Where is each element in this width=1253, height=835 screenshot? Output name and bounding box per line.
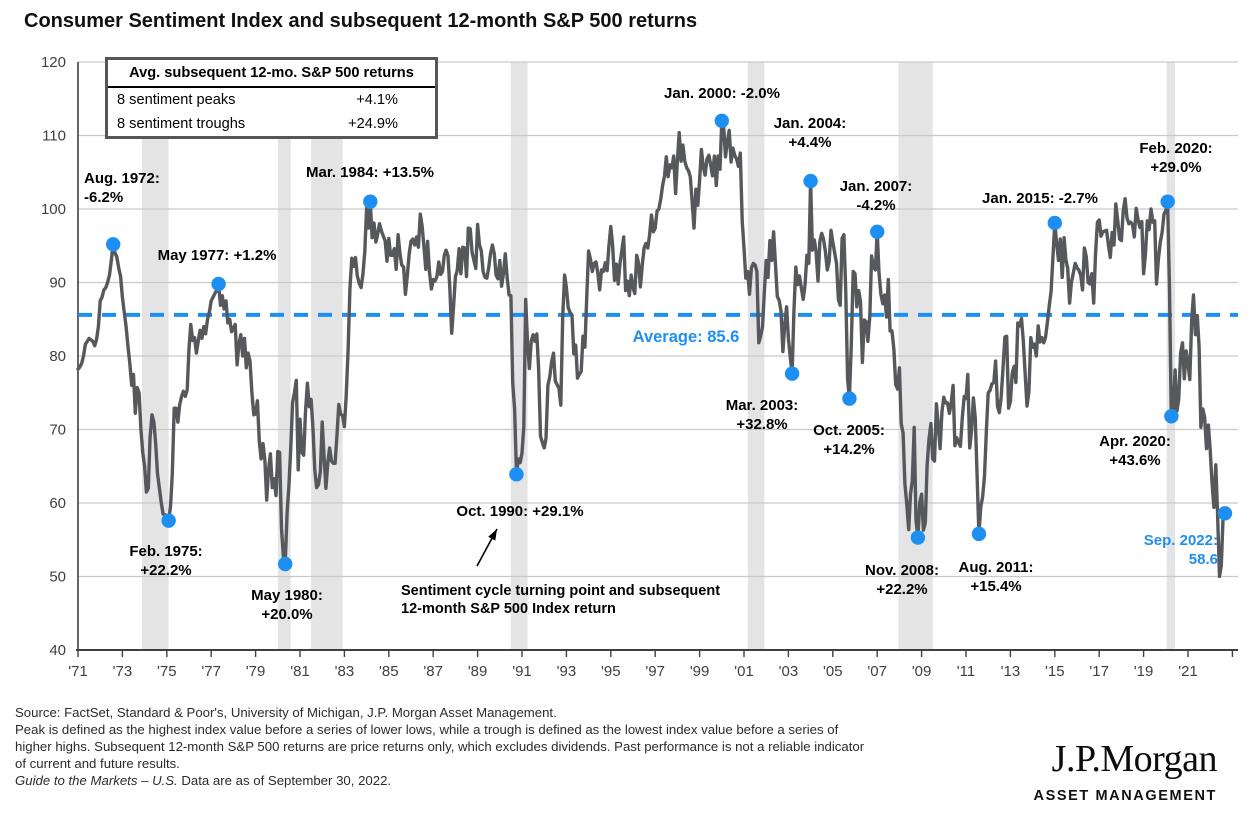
footnote-line-1: Source: FactSet, Standard & Poor's, Univ…	[15, 705, 557, 720]
y-axis-label: 90	[49, 275, 66, 292]
footnote-line-2: Peak is defined as the highest index val…	[15, 722, 839, 737]
data-as-of-label: Data are as of September 30, 2022.	[177, 773, 392, 788]
turning-point-dot-sep-2022	[1217, 506, 1233, 521]
footnote-line-4: of current and future results.	[15, 756, 180, 771]
x-axis-label: '11	[957, 663, 975, 680]
legend-row-troughs: 8 sentiment troughs +24.9%	[108, 112, 435, 136]
sentiment-chart: 120 110 100 90 80 70 60 50 40'71 '73 '75 '77 '79 '81 '…	[41, 54, 1238, 680]
turning-point-dot-feb-2020	[1160, 194, 1175, 209]
legend-row-troughs-value: +24.9%	[348, 116, 398, 132]
turning-point-dot-jan-2004	[803, 173, 818, 189]
x-axis-label: '07	[867, 663, 887, 680]
jpmorgan-wordmark: J.P.Morgan	[1051, 738, 1218, 780]
guide-to-markets-label: Guide to the Markets – U.S.	[15, 773, 178, 788]
x-axis-label: '73	[113, 663, 133, 680]
x-axis-label: '97	[645, 663, 665, 680]
y-axis-label: 120	[41, 54, 66, 71]
turning-point-dot-nov-2008	[910, 530, 926, 545]
footnote-line-5: Guide to the Markets – U.S. Data are as …	[15, 772, 864, 789]
y-axis-label: 50	[49, 569, 66, 586]
x-axis-label: '75	[157, 663, 177, 680]
y-axis-label: 100	[41, 201, 66, 218]
annotation-jan-2000: Jan. 2000: -2.0%	[664, 85, 780, 102]
turning-point-dot-jan-2015	[1047, 215, 1063, 231]
source-footnote: Source: FactSet, Standard & Poor's, Univ…	[15, 704, 864, 789]
annotation-jan-2007: Jan. 2007: -4.2%	[840, 178, 913, 214]
y-axis-label: 60	[49, 495, 66, 512]
x-axis-label: '17	[1089, 663, 1109, 680]
x-axis-label: '21	[1178, 663, 1198, 680]
turning-point-dot-may-1980	[278, 556, 293, 572]
annotation-sep-2022: Sep. 2022: 58.6	[1144, 532, 1218, 568]
footnote-line-3: higher highs. Subsequent 12-month S&P 50…	[15, 739, 865, 754]
x-axis-label: '19	[1134, 663, 1154, 680]
annotation-aug-2011: Aug. 2011: +15.4%	[958, 559, 1033, 595]
turning-point-dot-feb-1975	[161, 513, 176, 528]
x-axis-label: '05	[823, 663, 843, 680]
asset-management-label: ASSET MANAGEMENT	[1033, 788, 1217, 804]
x-axis-label: '15	[1045, 663, 1065, 680]
annotation-feb-1975: Feb. 1975: +22.2%	[129, 543, 202, 579]
annotation-jan-2015: Jan. 2015: -2.7%	[982, 190, 1098, 207]
legend-row-peaks: 8 sentiment peaks +4.1%	[108, 88, 435, 112]
annotation-mar-1984: Mar. 1984: +13.5%	[306, 164, 434, 181]
average-label: Average: 85.6	[633, 328, 740, 346]
legend-row-troughs-label: 8 sentiment troughs	[117, 116, 246, 132]
x-axis-label: '71	[68, 663, 88, 680]
x-axis-label: '77	[201, 663, 221, 680]
note-text: Sentiment cycle turning point and subseq…	[401, 583, 720, 617]
x-axis-label: '09	[912, 663, 932, 680]
jpmorgan-logo: J.P.Morgan ASSET MANAGEMENT	[1034, 738, 1218, 804]
note-arrowhead	[488, 529, 497, 541]
annotation-jan-2004: Jan. 2004: +4.4%	[774, 115, 847, 151]
turning-point-dot-aug-2011	[971, 526, 987, 542]
legend-row-peaks-label: 8 sentiment peaks	[117, 92, 236, 108]
y-axis-label: 40	[49, 642, 66, 659]
x-axis-label: '85	[379, 663, 399, 680]
legend-header: Avg. subsequent 12-mo. S&P 500 returns	[108, 60, 435, 88]
annotation-nov-2008: Nov. 2008: +22.2%	[865, 562, 939, 598]
turning-point-dot-mar-2003	[784, 366, 800, 381]
turning-point-dot-oct-1990	[509, 467, 524, 482]
annotation-aug-1972: Aug. 1972: -6.2%	[84, 170, 160, 206]
annotation-feb-2020: Feb. 2020: +29.0%	[1139, 140, 1212, 176]
annotation-may-1977: May 1977: +1.2%	[158, 247, 277, 264]
legend-table: Avg. subsequent 12-mo. S&P 500 returns 8…	[105, 57, 438, 139]
x-axis-label: '01	[734, 663, 754, 680]
y-axis-label: 110	[42, 128, 66, 145]
turning-point-dot-aug-1972	[105, 237, 121, 252]
x-axis-label: '91	[512, 663, 532, 680]
annotation-may-1980: May 1980: +20.0%	[251, 587, 323, 623]
x-axis-label: '79	[246, 663, 266, 680]
annotation-mar-2003: Mar. 2003: +32.8%	[726, 397, 799, 433]
turning-point-dot-apr-2020	[1164, 409, 1179, 424]
annotation-oct-2005: Oct. 2005: +14.2%	[813, 422, 885, 458]
turning-point-dot-may-1977	[211, 276, 226, 292]
chart-title: Consumer Sentiment Index and subsequent …	[24, 10, 698, 32]
turning-point-dot-oct-2005	[842, 391, 857, 406]
x-axis-label: '13	[1001, 663, 1021, 680]
turning-point-dot-jan-2000	[714, 113, 729, 128]
x-axis-label: '83	[335, 663, 355, 680]
x-axis-label: '95	[601, 663, 621, 680]
x-axis-label: '03	[779, 663, 799, 680]
y-axis-label: 70	[49, 422, 66, 439]
x-axis-label: '89	[468, 663, 488, 680]
annotation-oct-1990: Oct. 1990: +29.1%	[456, 503, 583, 520]
y-axis-label: 80	[49, 348, 66, 365]
sentiment-line	[76, 119, 1227, 579]
x-axis-label: '81	[290, 663, 310, 680]
x-axis-label: '99	[690, 663, 710, 680]
turning-point-dot-jan-2007	[870, 224, 885, 239]
turning-point-dot-mar-1984	[363, 194, 378, 209]
annotation-apr-2020: Apr. 2020: +43.6%	[1099, 433, 1171, 469]
x-axis-label: '87	[423, 663, 443, 680]
legend-row-peaks-value: +4.1%	[356, 92, 398, 108]
x-axis-label: '93	[557, 663, 577, 680]
